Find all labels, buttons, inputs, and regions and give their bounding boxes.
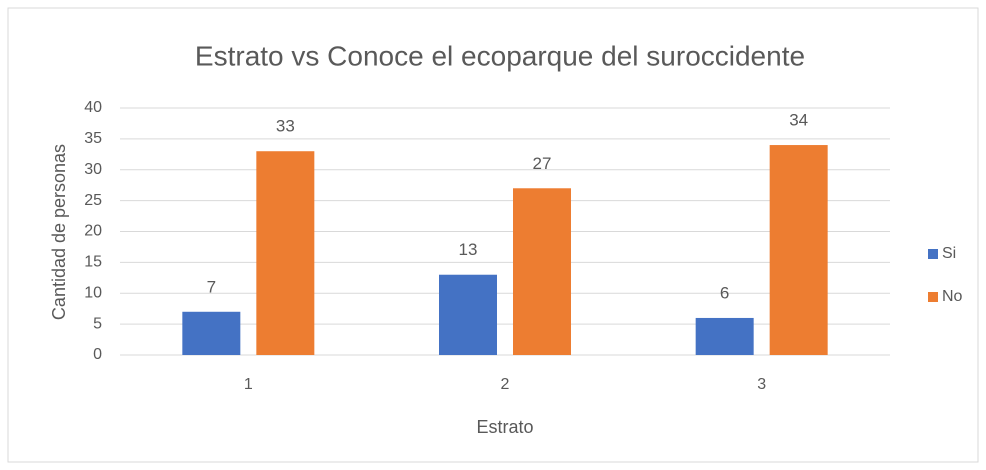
y-tick-label: 5 bbox=[93, 315, 102, 332]
legend-swatch bbox=[928, 292, 938, 302]
chart-title: Estrato vs Conoce el ecoparque del suroc… bbox=[195, 40, 805, 71]
legend-label: No bbox=[942, 288, 963, 305]
bar bbox=[439, 274, 497, 355]
y-tick-label: 25 bbox=[84, 192, 102, 209]
bar bbox=[513, 188, 571, 355]
bar bbox=[256, 151, 315, 355]
y-tick-label: 10 bbox=[84, 284, 102, 301]
x-tick-label: 1 bbox=[244, 376, 253, 393]
bar bbox=[695, 317, 754, 355]
y-tick-label: 35 bbox=[84, 130, 102, 147]
data-label: 6 bbox=[720, 283, 729, 302]
y-tick-label: 0 bbox=[93, 346, 102, 363]
legend-label: Si bbox=[942, 245, 956, 262]
bar bbox=[182, 311, 241, 355]
y-tick-label: 20 bbox=[84, 223, 102, 240]
x-tick-label: 3 bbox=[757, 376, 766, 393]
data-label: 33 bbox=[276, 117, 295, 136]
chart-border bbox=[7, 7, 979, 463]
x-axis-label: Estrato bbox=[476, 417, 533, 437]
y-tick-label: 15 bbox=[84, 254, 102, 271]
data-label: 13 bbox=[459, 240, 478, 259]
y-tick-label: 30 bbox=[84, 161, 102, 178]
y-tick-label: 40 bbox=[84, 99, 102, 116]
data-label: 7 bbox=[207, 277, 216, 296]
data-label: 27 bbox=[533, 154, 552, 173]
bar bbox=[769, 145, 828, 355]
legend-swatch bbox=[928, 249, 938, 259]
x-tick-label: 2 bbox=[501, 376, 510, 393]
data-label: 34 bbox=[789, 111, 808, 130]
y-axis-label: Cantidad de personas bbox=[49, 144, 69, 320]
